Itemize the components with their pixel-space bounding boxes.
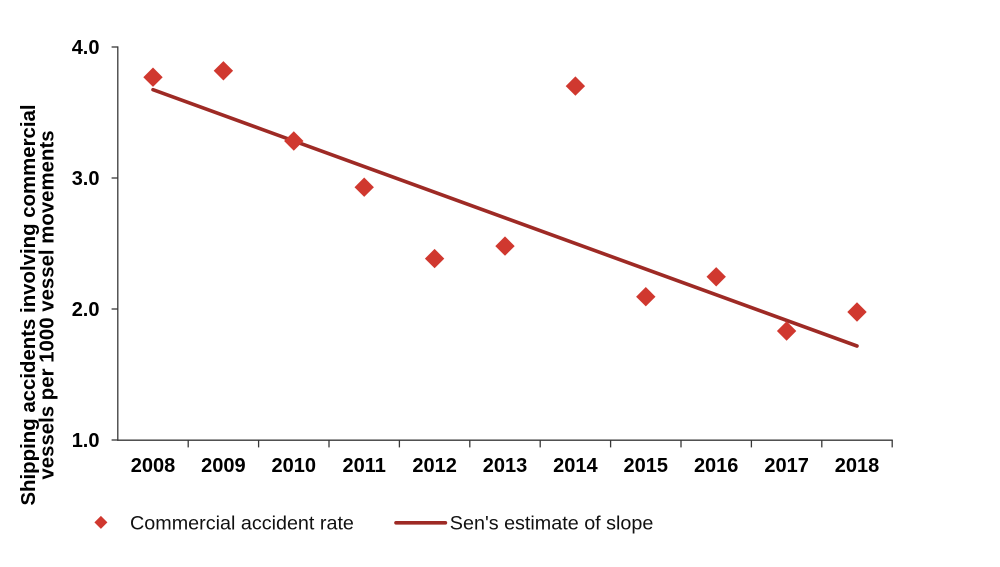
svg-text:2016: 2016 [694,455,739,477]
svg-text:1.0: 1.0 [72,430,100,452]
svg-text:2009: 2009 [201,455,246,477]
svg-text:2018: 2018 [835,455,880,477]
svg-text:Shipping accidents involving c: Shipping accidents involving commercial [18,104,40,505]
svg-text:Commercial accident rate: Commercial accident rate [130,512,354,534]
svg-text:2011: 2011 [343,455,386,477]
svg-text:2012: 2012 [412,455,457,477]
svg-text:2010: 2010 [272,455,317,477]
svg-text:2014: 2014 [553,455,598,477]
svg-text:Sen's estimate of slope: Sen's estimate of slope [450,512,654,534]
svg-text:3.0: 3.0 [72,168,100,190]
svg-text:vessels per 1000 vessel moveme: vessels per 1000 vessel movements [36,130,58,479]
svg-text:2015: 2015 [624,455,669,477]
svg-text:4.0: 4.0 [72,37,100,59]
svg-text:2017: 2017 [764,455,809,477]
svg-text:2.0: 2.0 [72,299,100,321]
svg-text:2008: 2008 [131,455,176,477]
svg-text:2013: 2013 [483,455,528,477]
